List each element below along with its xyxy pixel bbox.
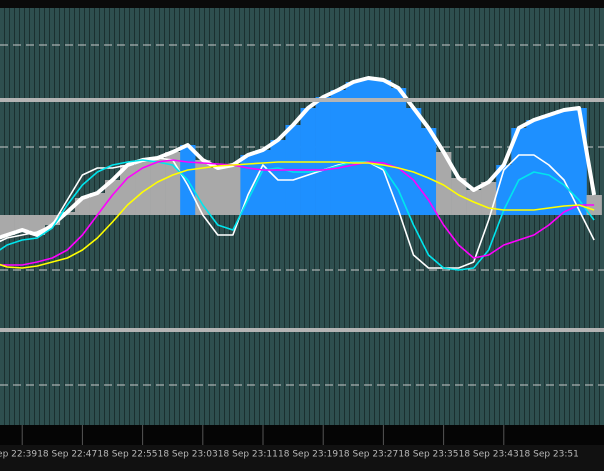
histogram-bar: [451, 178, 467, 215]
indicator-line: [0, 161, 595, 269]
histogram-bar: [405, 108, 422, 215]
x-tick-label: 18 Sep 22:47: [37, 450, 97, 460]
plot-area: [0, 44, 604, 386]
histogram-bar: [436, 152, 452, 215]
histogram-bar: [330, 90, 347, 215]
histogram-bar: [0, 215, 15, 235]
plot-background: [0, 8, 604, 425]
x-tick-label: 18 Sep 23:51: [519, 450, 579, 460]
histogram-bar: [360, 78, 377, 215]
x-tick-label: 18 Sep 23:27: [338, 450, 398, 460]
x-tick-label: 18 Sep 23:11: [218, 450, 278, 460]
indicator-line: [0, 159, 595, 266]
histogram-bar: [345, 82, 362, 215]
histogram-bar: [315, 97, 331, 215]
axis-strip: [0, 425, 604, 445]
x-tick-label: 18 Sep 23:43: [459, 450, 519, 460]
x-tick-label: 18 Sep 23:03: [158, 450, 218, 460]
x-tick-label: 18 Sep 23:35: [398, 450, 458, 460]
histogram-bar: [586, 195, 602, 215]
x-tick-label: 18 Sep 23:19: [278, 450, 338, 460]
histogram-bar: [195, 160, 211, 215]
histogram-bar: [44, 215, 61, 225]
histogram-bar: [225, 165, 241, 215]
x-tick-label: 18 Sep 22:39: [0, 450, 37, 460]
histogram-outline: [0, 76, 597, 240]
x-tick-label: 18 Sep 22:55: [97, 450, 157, 460]
histogram-bar: [210, 168, 226, 215]
histogram-bar: [255, 150, 271, 215]
top-bar: [0, 0, 604, 8]
histogram-bar: [14, 215, 30, 230]
histogram-bar: [511, 128, 527, 215]
histogram-bar: [270, 140, 286, 215]
histogram-bar: [150, 158, 166, 215]
indicator-line: [0, 154, 595, 269]
histogram-bar: [556, 110, 572, 215]
histogram-bar: [240, 155, 256, 215]
histogram-bar: [420, 128, 437, 215]
histogram-bar: [526, 120, 542, 215]
histogram-bar: [104, 180, 121, 215]
histogram-bar: [135, 160, 151, 215]
axis-label-strip: [0, 445, 604, 471]
